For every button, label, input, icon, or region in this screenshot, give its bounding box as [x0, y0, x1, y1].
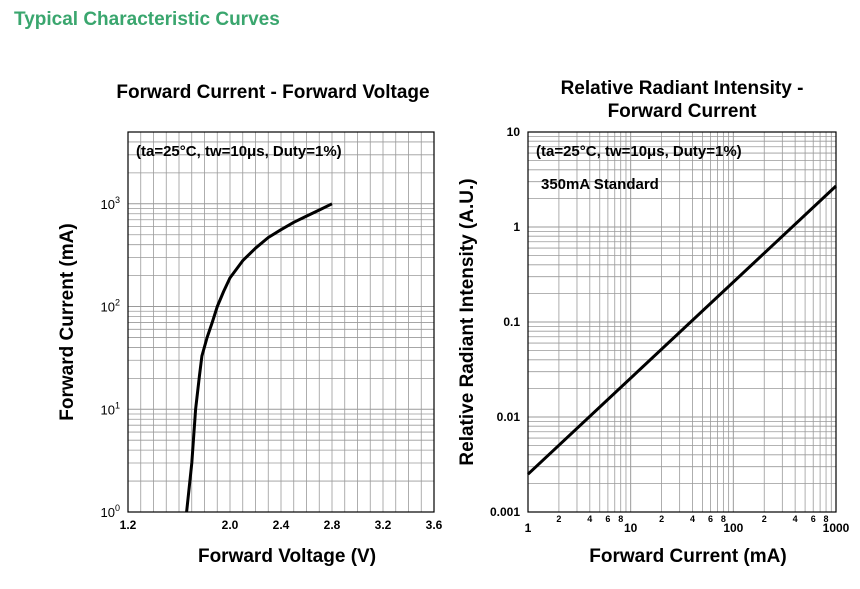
chart1-y-tick-label: 103: [101, 195, 120, 212]
chart2-x-minor-tick-label: 6: [811, 514, 816, 524]
chart1-ylabel: Forward Current (mA): [57, 223, 78, 420]
chart1-x-tick-label: 2.4: [273, 518, 290, 532]
chart1-x-tick-label: 3.2: [375, 518, 392, 532]
chart2-x-tick-label: 100: [723, 521, 743, 535]
chart2-y-tick-label: 0.01: [497, 410, 521, 424]
chart2-grid: [528, 132, 836, 512]
chart2-x-minor-tick-label: 4: [793, 514, 798, 524]
chart2-x-tick-label: 10: [624, 521, 638, 535]
chart2-y-tick-label: 0.1: [503, 315, 520, 329]
chart2-x-tick-label: 1: [525, 521, 532, 535]
chart1-plot-border: [127, 131, 435, 513]
chart1-series-group: [185, 202, 333, 513]
chart2-x-minor-tick-label: 6: [708, 514, 713, 524]
chart2-y-tick-label: 0.001: [490, 505, 520, 519]
chart2-y-tick-label: 1: [513, 220, 520, 234]
chart2-x-minor-tick-label: 8: [721, 514, 726, 524]
chart2-title-line2: Forward Current: [608, 101, 758, 122]
chart2-annotation-standard: 350mA Standard: [541, 176, 659, 193]
chart1-x-tick-label: 1.2: [120, 518, 137, 532]
chart1-title: Forward Current - Forward Voltage: [116, 82, 429, 103]
page-heading: Typical Characteristic Curves: [14, 9, 280, 30]
chart2-x-minor-tick-label: 2: [556, 514, 561, 524]
chart2-plot-border: [527, 131, 837, 513]
chart1-y-tick-label: 100: [101, 503, 120, 520]
chart1-y-tick-label: 101: [101, 400, 120, 417]
chart1-series-line: [185, 202, 333, 513]
chart2-y-tick-label: 10: [507, 125, 521, 139]
chart2-ylabel: Relative Radiant Intensity (A.U.): [457, 178, 478, 465]
chart2-x-minor-tick-label: 8: [824, 514, 829, 524]
chart1-tick-labels: 1.2 2.0 2.4 2.8 3.2 3.6 100 101 102 103: [101, 195, 443, 532]
chart2-x-minor-tick-label: 4: [690, 514, 695, 524]
chart1-x-tick-label: 3.6: [426, 518, 443, 532]
chart2-x-minor-tick-label: 2: [659, 514, 664, 524]
chart1-y-tick-label: 102: [101, 298, 120, 315]
chart1-xlabel: Forward Voltage (V): [198, 546, 376, 567]
chart2-x-minor-tick-label: 8: [618, 514, 623, 524]
chart2-title-line1: Relative Radiant Intensity -: [561, 78, 804, 99]
chart2-x-minor-tick-label: 6: [605, 514, 610, 524]
chart2-series-group: [526, 184, 838, 476]
chart1-grid: [128, 132, 434, 512]
chart2-x-minor-tick-label: 4: [587, 514, 592, 524]
chart2-annotation: (ta=25°C, tw=10μs, Duty=1%): [536, 143, 742, 160]
chart2-xlabel: Forward Current (mA): [589, 546, 786, 567]
chart2-series-line: [526, 184, 838, 476]
chart1-annotation: (ta=25°C, tw=10μs, Duty=1%): [136, 143, 342, 160]
chart1-x-tick-label: 2.0: [222, 518, 239, 532]
chart2-x-minor-tick-label: 2: [762, 514, 767, 524]
chart2-x-tick-label: 1000: [823, 521, 850, 535]
chart1-x-tick-label: 2.8: [324, 518, 341, 532]
